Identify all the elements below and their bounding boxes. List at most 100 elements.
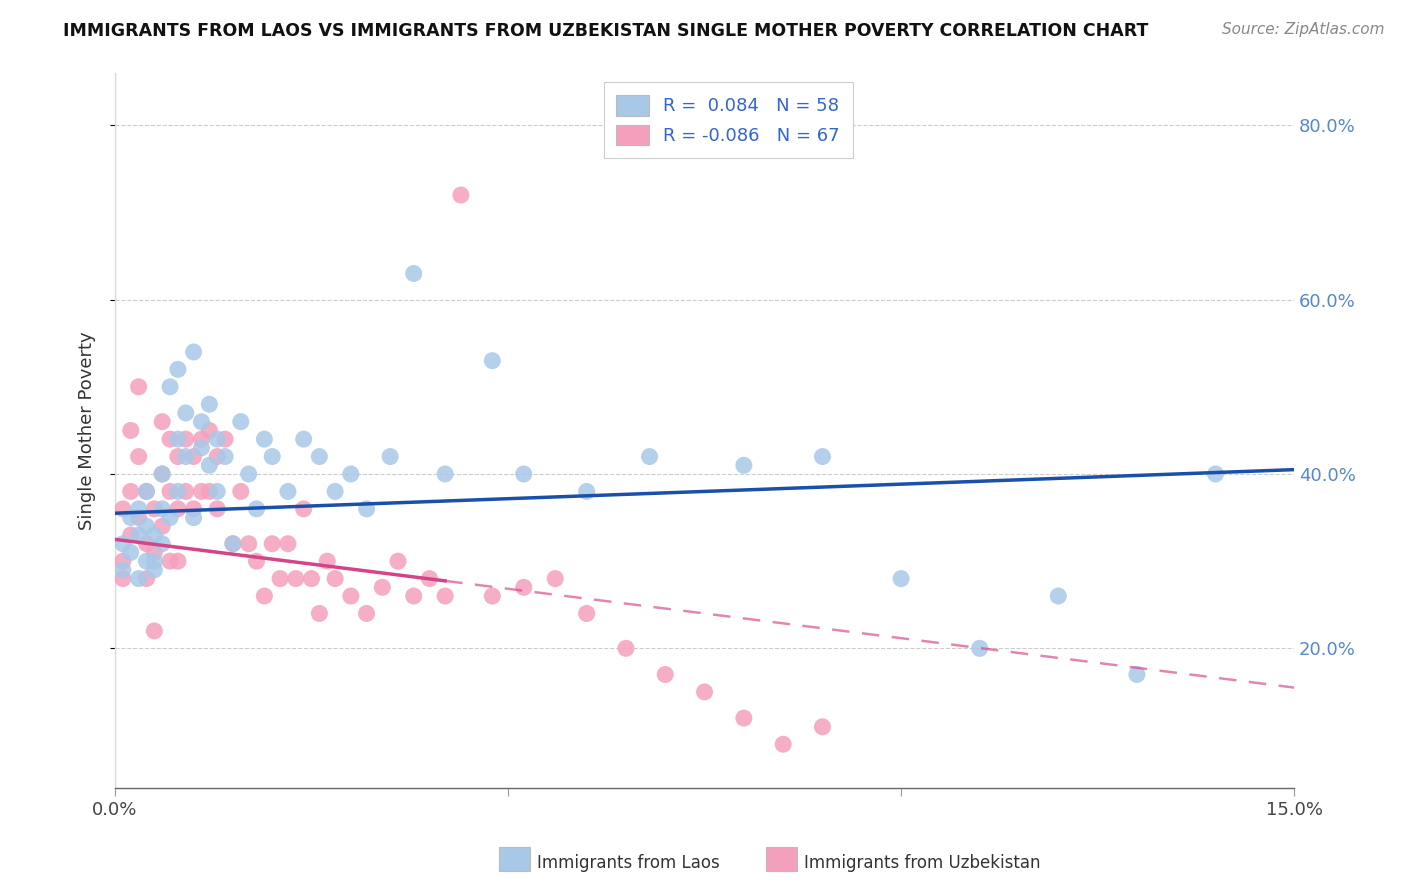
Point xyxy=(167,362,190,376)
Point xyxy=(262,537,284,551)
Point xyxy=(128,572,150,586)
Point xyxy=(111,572,134,586)
Point xyxy=(159,484,181,499)
Point xyxy=(301,572,323,586)
Point xyxy=(128,450,150,464)
Point xyxy=(638,450,661,464)
Point xyxy=(614,641,637,656)
Point xyxy=(323,484,346,499)
Point xyxy=(135,537,157,551)
Point xyxy=(128,510,150,524)
Point xyxy=(174,406,197,420)
Point xyxy=(245,554,267,568)
Point xyxy=(229,484,252,499)
Point xyxy=(128,528,150,542)
Point xyxy=(120,528,142,542)
Point xyxy=(308,450,330,464)
Point xyxy=(183,345,205,359)
Point xyxy=(772,737,794,751)
Point xyxy=(135,519,157,533)
Point xyxy=(111,554,134,568)
Point xyxy=(284,572,307,586)
Point xyxy=(150,415,173,429)
Point xyxy=(190,415,212,429)
Point xyxy=(135,484,157,499)
Point xyxy=(654,667,676,681)
Point xyxy=(402,267,425,281)
Point xyxy=(340,467,363,481)
Point xyxy=(418,572,440,586)
Point xyxy=(402,589,425,603)
Point xyxy=(190,432,212,446)
Point xyxy=(544,572,567,586)
Point xyxy=(450,188,472,202)
Point xyxy=(316,554,339,568)
Point xyxy=(434,467,457,481)
Point xyxy=(222,537,245,551)
Point xyxy=(890,572,912,586)
Point xyxy=(323,572,346,586)
Point xyxy=(253,432,276,446)
Point xyxy=(183,510,205,524)
Point xyxy=(1205,467,1227,481)
Point xyxy=(205,501,228,516)
Point xyxy=(143,624,166,638)
Point xyxy=(143,501,166,516)
Point xyxy=(434,589,457,603)
Point xyxy=(111,537,134,551)
Point xyxy=(253,589,276,603)
Text: IMMIGRANTS FROM LAOS VS IMMIGRANTS FROM UZBEKISTAN SINGLE MOTHER POVERTY CORRELA: IMMIGRANTS FROM LAOS VS IMMIGRANTS FROM … xyxy=(63,22,1149,40)
Point xyxy=(229,415,252,429)
Point xyxy=(513,467,536,481)
Point xyxy=(481,589,503,603)
Point xyxy=(143,554,166,568)
Point xyxy=(111,563,134,577)
Point xyxy=(292,501,315,516)
Point xyxy=(174,484,197,499)
Point xyxy=(733,458,755,473)
Point xyxy=(238,537,260,551)
Point xyxy=(111,501,134,516)
Point xyxy=(150,501,173,516)
Point xyxy=(308,607,330,621)
Point xyxy=(198,458,221,473)
Point xyxy=(174,450,197,464)
Point xyxy=(969,641,991,656)
Point xyxy=(190,484,212,499)
Point xyxy=(167,432,190,446)
Point xyxy=(481,353,503,368)
Point xyxy=(190,441,212,455)
Point xyxy=(205,484,228,499)
Point xyxy=(159,380,181,394)
Text: Immigrants from Laos: Immigrants from Laos xyxy=(537,854,720,871)
Point xyxy=(205,432,228,446)
Point xyxy=(135,484,157,499)
Point xyxy=(183,501,205,516)
Point xyxy=(277,537,299,551)
Point xyxy=(174,432,197,446)
Point xyxy=(120,424,142,438)
Point xyxy=(513,580,536,594)
Point xyxy=(150,467,173,481)
Point xyxy=(205,450,228,464)
Point xyxy=(198,424,221,438)
Point xyxy=(143,563,166,577)
Point xyxy=(733,711,755,725)
Point xyxy=(811,720,834,734)
Point xyxy=(292,432,315,446)
Point xyxy=(150,519,173,533)
Text: Immigrants from Uzbekistan: Immigrants from Uzbekistan xyxy=(804,854,1040,871)
Point xyxy=(128,380,150,394)
Point xyxy=(167,484,190,499)
Point xyxy=(198,397,221,411)
Point xyxy=(120,545,142,559)
Point xyxy=(387,554,409,568)
Point xyxy=(262,450,284,464)
Point xyxy=(356,607,378,621)
Point xyxy=(167,501,190,516)
Point xyxy=(575,607,598,621)
Point xyxy=(150,537,173,551)
Point xyxy=(214,450,236,464)
Point xyxy=(245,501,267,516)
Y-axis label: Single Mother Poverty: Single Mother Poverty xyxy=(79,331,96,530)
